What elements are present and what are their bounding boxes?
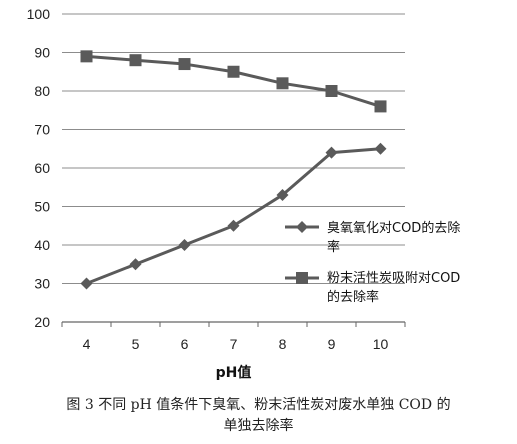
- legend: 臭氧氧化对COD的去除 率 粉末活性炭吸附对COD 的去除率: [285, 220, 460, 305]
- series-2: [80, 50, 387, 113]
- x-axis-ticks: 4 5 6 7 8 9 10: [61, 322, 406, 352]
- y-tick-label-100: 100: [27, 6, 51, 22]
- data-point-series-2-x4: [80, 50, 93, 63]
- data-point-series-1-x6: [178, 239, 191, 251]
- y-tick-label-60: 60: [34, 160, 50, 176]
- x-tick-label-6: 6: [181, 336, 189, 352]
- y-tick-label-70: 70: [34, 122, 50, 138]
- y-axis-ticks: 20 30 40 50 60 70 80 90 100: [27, 6, 51, 330]
- y-tick-label-50: 50: [34, 199, 50, 215]
- y-tick-label-20: 20: [34, 314, 50, 330]
- data-point-series-2-x10: [374, 100, 387, 113]
- x-tick-label-9: 9: [328, 336, 336, 352]
- y-tick-label-80: 80: [34, 83, 50, 99]
- legend-marker-square: [296, 272, 308, 284]
- x-tick-label-10: 10: [373, 336, 389, 352]
- legend-label-series-1-line-1: 臭氧氧化对COD的去除: [327, 220, 460, 236]
- y-tick-label-40: 40: [34, 237, 50, 253]
- legend-item-series-2: 粉末活性炭吸附对COD 的去除率: [285, 271, 460, 305]
- x-tick-label-8: 8: [279, 336, 287, 352]
- data-point-series-2-x6: [178, 58, 191, 71]
- x-tick-label-4: 4: [83, 336, 91, 352]
- data-point-series-1-x9: [325, 146, 338, 159]
- data-point-series-1-x10: [374, 142, 387, 155]
- x-axis-title: pH值: [216, 364, 252, 381]
- data-point-series-2-x8: [276, 77, 289, 90]
- legend-label-series-1-line-2: 率: [327, 239, 340, 255]
- figure-caption-line-2: 单独去除率: [223, 418, 294, 434]
- legend-item-series-1: 臭氧氧化对COD的去除 率: [285, 220, 460, 255]
- data-point-series-2-x7: [227, 65, 240, 78]
- y-tick-label-90: 90: [34, 45, 50, 61]
- data-point-series-1-x5: [129, 258, 142, 271]
- figure-caption-line-1: 图 3 不同 pH 值条件下臭氧、粉末活性炭对废水单独 COD 的: [66, 397, 451, 413]
- series-1: [80, 142, 387, 290]
- y-tick-label-30: 30: [34, 276, 50, 292]
- data-point-series-1-x8: [276, 188, 289, 201]
- data-point-series-1-x7: [227, 219, 240, 232]
- data-point-series-2-x5: [129, 54, 142, 67]
- series-layer: [80, 50, 387, 290]
- legend-label-series-2-line-1: 粉末活性炭吸附对COD: [327, 271, 460, 286]
- gridlines: [62, 13, 405, 323]
- data-point-series-1-x4: [80, 277, 93, 290]
- x-tick-label-5: 5: [132, 336, 140, 352]
- legend-marker-diamond: [296, 221, 308, 233]
- data-point-series-2-x9: [325, 85, 338, 97]
- x-tick-label-7: 7: [230, 336, 238, 352]
- legend-label-series-2-line-2: 的去除率: [327, 289, 379, 305]
